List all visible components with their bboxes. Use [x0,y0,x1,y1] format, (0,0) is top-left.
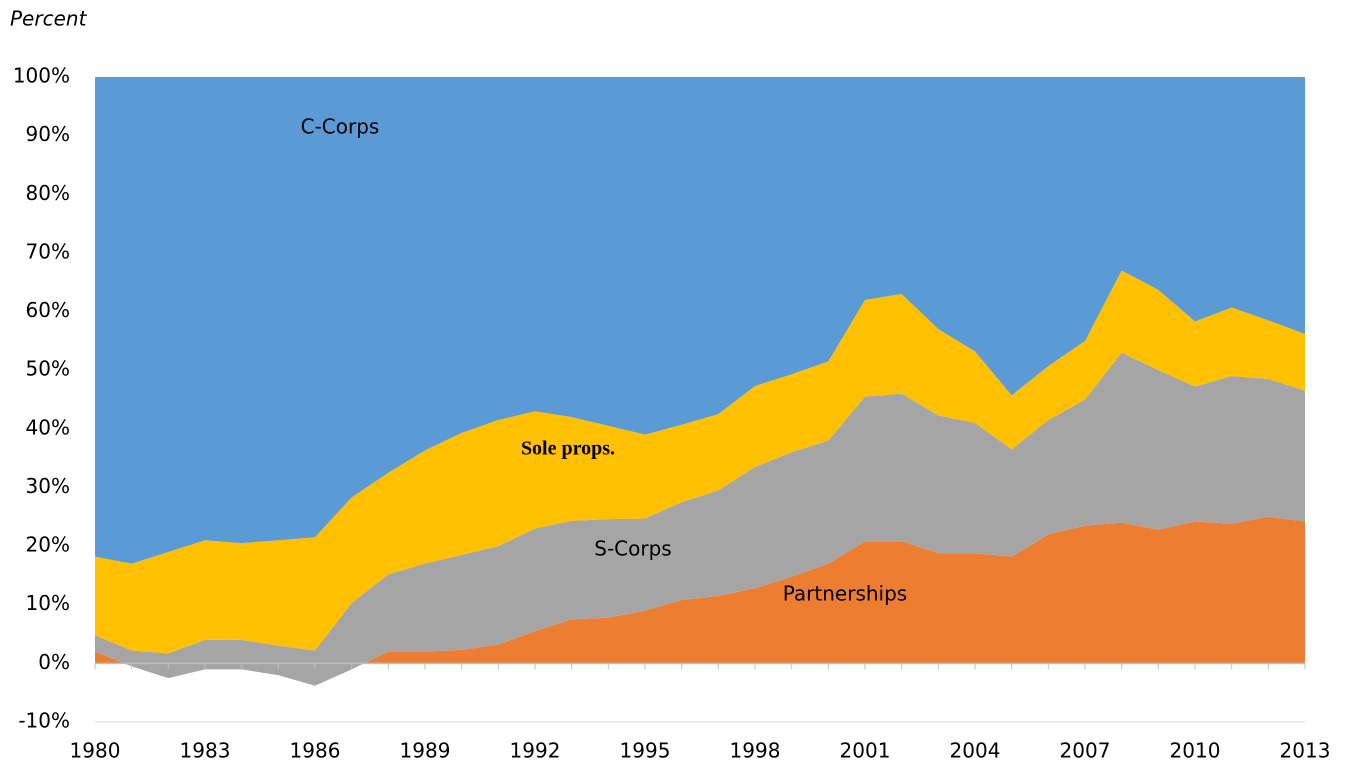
x-tick-label: 1995 [620,739,671,763]
series-label: Partnerships [783,582,907,606]
x-tick-label: 1998 [730,739,781,763]
y-tick-label: 30% [26,474,70,498]
x-tick-label: 1986 [290,739,341,763]
y-tick-label: 80% [26,181,70,205]
x-tick-label: 2010 [1170,739,1221,763]
series-label: Sole props. [521,438,615,460]
series-label: S-Corps [594,537,671,561]
y-tick-label: 20% [26,533,70,557]
x-tick-label: 1989 [400,739,451,763]
area [95,270,1305,654]
y-tick-label: 40% [26,415,70,439]
area [95,516,1305,686]
y-tick-label: 90% [26,122,70,146]
y-tick-label: 60% [26,298,70,322]
y-tick-label: 0% [38,650,70,674]
area [95,77,1305,564]
y-tick-label: -10% [18,709,70,733]
x-tick-label: 1980 [70,739,121,763]
series-label: C-Corps [301,115,380,139]
y-tick-label: 70% [26,239,70,263]
x-tick-label: 2007 [1060,739,1111,763]
y-axis-label: Percent [10,7,88,31]
y-tick-label: 100% [13,64,70,88]
area [95,352,1305,686]
x-tick-label: 1992 [510,739,561,763]
x-tick-label: 2001 [840,739,891,763]
x-tick-label: 2004 [950,739,1001,763]
y-tick-label: 10% [26,591,70,615]
x-tick-label: 2013 [1280,739,1331,763]
y-tick-label: 50% [26,357,70,381]
x-tick-label: 1983 [180,739,231,763]
